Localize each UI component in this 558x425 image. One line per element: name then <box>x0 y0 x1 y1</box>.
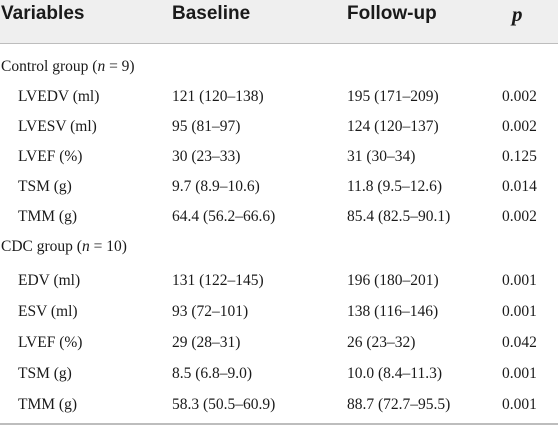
header-p-value: p <box>512 2 523 26</box>
cell-variable: LVEF (%) <box>18 334 83 351</box>
cell-variable: ESV (ml) <box>18 303 78 320</box>
table-row: TMM (g) 64.4 (56.2–66.6) 85.4 (82.5–90.1… <box>0 202 558 232</box>
cell-followup: 195 (171–209) <box>347 88 439 105</box>
cell-variable: TSM (g) <box>18 365 72 382</box>
table-row: LVESV (ml) 95 (81–97) 124 (120–137) 0.00… <box>0 112 558 142</box>
cell-p-value: 0.002 <box>502 118 537 135</box>
group-label-n: n <box>81 238 90 255</box>
table-bottom-rule <box>0 423 558 425</box>
cell-followup: 11.8 (9.5–12.6) <box>347 178 442 195</box>
group-label-cdc: CDC group (n = 10) <box>1 232 127 262</box>
cell-followup: 196 (180–201) <box>347 272 439 289</box>
cell-baseline: 131 (122–145) <box>172 272 264 289</box>
cell-variable: TMM (g) <box>18 396 77 413</box>
cell-p-value: 0.001 <box>502 396 537 413</box>
table-row: ESV (ml) 93 (72–101) 138 (116–146) 0.001 <box>0 297 558 327</box>
cell-followup: 124 (120–137) <box>347 118 439 135</box>
cell-baseline: 29 (28–31) <box>172 334 241 351</box>
cell-p-value: 0.002 <box>502 208 537 225</box>
cell-variable: LVESV (ml) <box>18 118 97 135</box>
cell-p-value: 0.002 <box>502 88 537 105</box>
cell-baseline: 9.7 (8.9–10.6) <box>172 178 260 195</box>
cell-p-value: 0.014 <box>502 178 537 195</box>
table-row: EDV (ml) 131 (122–145) 196 (180–201) 0.0… <box>0 266 558 296</box>
cell-followup: 10.0 (8.4–11.3) <box>347 365 442 382</box>
cell-variable: LVEF (%) <box>18 148 83 165</box>
cell-baseline: 93 (72–101) <box>172 303 249 320</box>
cell-variable: TMM (g) <box>18 208 77 225</box>
header-baseline: Baseline <box>172 3 251 24</box>
table-row: TSM (g) 9.7 (8.9–10.6) 11.8 (9.5–12.6) 0… <box>0 172 558 202</box>
cell-p-value: 0.001 <box>502 272 537 289</box>
group-label-suffix: = 10) <box>89 238 127 255</box>
cell-followup: 26 (23–32) <box>347 334 416 351</box>
group-label-n: n <box>97 58 106 75</box>
cell-variable: TSM (g) <box>18 178 72 195</box>
cell-p-value: 0.001 <box>502 365 537 382</box>
group-label-control: Control group (n = 9) <box>1 52 135 82</box>
table-row: LVEDV (ml) 121 (120–138) 195 (171–209) 0… <box>0 82 558 112</box>
cell-p-value: 0.001 <box>502 303 537 320</box>
cell-followup: 88.7 (72.7–95.5) <box>347 396 451 413</box>
cell-baseline: 30 (23–33) <box>172 148 241 165</box>
table-row: TMM (g) 58.3 (50.5–60.9) 88.7 (72.7–95.5… <box>0 390 558 420</box>
group-row-control: Control group (n = 9) <box>0 52 558 82</box>
cell-baseline: 121 (120–138) <box>172 88 264 105</box>
cell-followup: 31 (30–34) <box>347 148 416 165</box>
table-row: LVEF (%) 30 (23–33) 31 (30–34) 0.125 <box>0 142 558 172</box>
header-followup: Follow-up <box>347 3 437 24</box>
header-variables: Variables <box>1 3 85 24</box>
cell-baseline: 95 (81–97) <box>172 118 241 135</box>
cell-variable: EDV (ml) <box>18 272 81 289</box>
cell-baseline: 8.5 (6.8–9.0) <box>172 365 253 382</box>
group-row-cdc: CDC group (n = 10) <box>0 232 558 262</box>
group-label-prefix: CDC group ( <box>1 238 82 255</box>
cell-p-value: 0.042 <box>502 334 537 351</box>
table-row: LVEF (%) 29 (28–31) 26 (23–32) 0.042 <box>0 328 558 358</box>
table-header-row: Variables Baseline Follow-up p <box>0 0 558 44</box>
cell-baseline: 64.4 (56.2–66.6) <box>172 208 276 225</box>
group-label-suffix: = 9) <box>105 58 135 75</box>
table-row: TSM (g) 8.5 (6.8–9.0) 10.0 (8.4–11.3) 0.… <box>0 359 558 389</box>
cell-p-value: 0.125 <box>502 148 537 165</box>
cell-baseline: 58.3 (50.5–60.9) <box>172 396 276 413</box>
cell-variable: LVEDV (ml) <box>18 88 100 105</box>
cell-followup: 85.4 (82.5–90.1) <box>347 208 451 225</box>
cell-followup: 138 (116–146) <box>347 303 439 320</box>
group-label-prefix: Control group ( <box>1 58 98 75</box>
